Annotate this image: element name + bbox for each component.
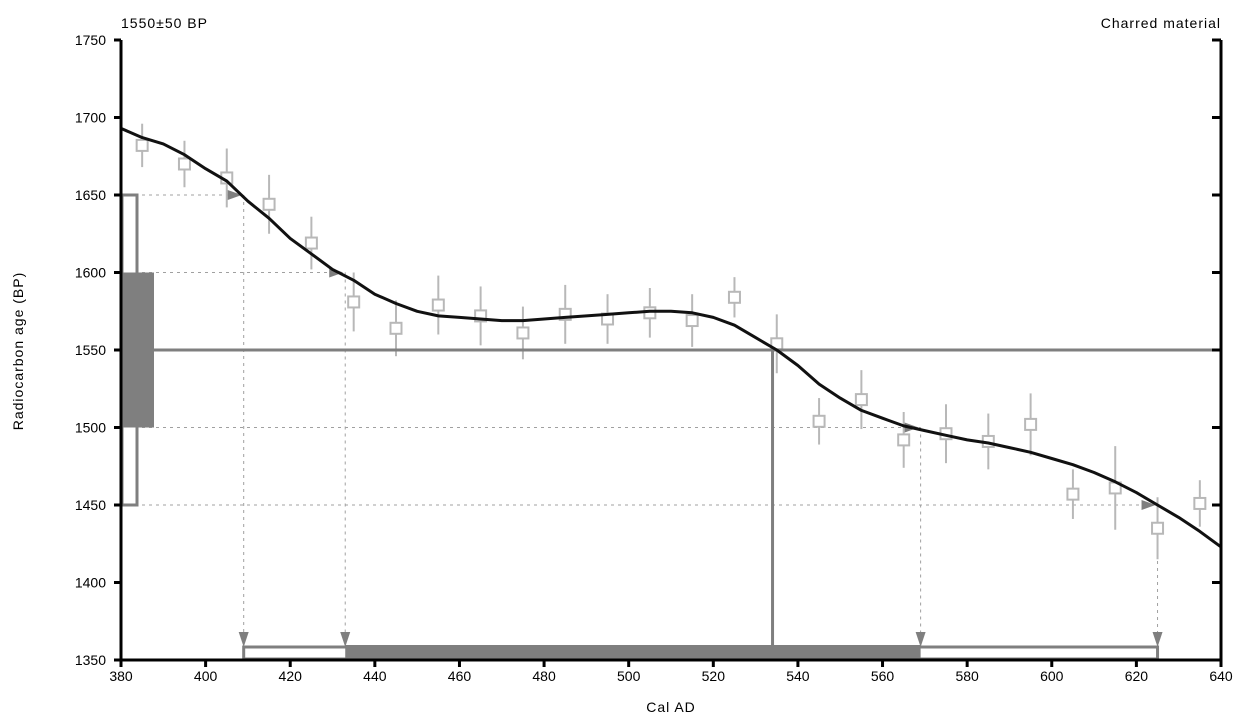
x-tick-label: 620 (1125, 668, 1149, 684)
data-point (474, 309, 488, 323)
y-tick-label: 1600 (75, 265, 106, 281)
x-tick-label: 580 (955, 668, 979, 684)
data-point (516, 326, 530, 340)
data-point (431, 298, 445, 312)
data-point (1151, 521, 1165, 535)
x-tick-label: 440 (363, 668, 387, 684)
y-tick-label: 1350 (75, 652, 106, 668)
x-tick-label: 480 (532, 668, 556, 684)
data-point (304, 236, 318, 250)
measured-age-distribution (120, 193, 154, 507)
calibration-curve (120, 127, 1222, 549)
x-tick-label: 460 (448, 668, 472, 684)
data-point (389, 321, 403, 335)
y-axis-title: Radiocarbon age (BP) (10, 272, 26, 431)
y-tick-label: 1700 (75, 110, 106, 126)
x-tick-label: 640 (1209, 668, 1233, 684)
y-tick-label: 1750 (75, 32, 106, 48)
data-point (727, 290, 741, 304)
data-point (1193, 496, 1207, 510)
data-point (262, 197, 276, 211)
data-points (135, 138, 1207, 535)
y-tick-label: 1550 (75, 342, 106, 358)
data-point (347, 295, 361, 309)
x-tick-label: 420 (279, 668, 303, 684)
x-tick-label: 560 (871, 668, 895, 684)
error-bars (141, 123, 1201, 560)
sigma1-range-bar (345, 645, 921, 661)
arrow-down-1 (340, 632, 351, 647)
y-tick-label: 1650 (75, 187, 106, 203)
top-left-label: 1550±50 BP (121, 15, 208, 31)
data-point (1066, 487, 1080, 501)
data-point (177, 157, 191, 171)
y-tick-label: 1400 (75, 575, 106, 591)
dashed-guide-lines (121, 194, 1159, 640)
range-arrows (227, 190, 1163, 647)
arrow-right-3 (1141, 500, 1156, 510)
x-tick-label: 600 (1040, 668, 1064, 684)
arrow-down-2 (915, 632, 926, 647)
y-tick-label: 1450 (75, 497, 106, 513)
data-point (1024, 417, 1038, 431)
arrow-down-3 (1152, 632, 1163, 647)
arrow-right-0 (227, 190, 242, 200)
x-tick-label: 540 (786, 668, 810, 684)
x-tick-label: 520 (702, 668, 726, 684)
data-point (558, 307, 572, 321)
x-tick-label: 380 (109, 668, 133, 684)
x-tick-label: 500 (617, 668, 641, 684)
top-right-label: Charred material (1101, 15, 1221, 31)
x-axis-ticks: 380 400 420 440 460 480 500 520 540 560 580 600 620 6… (109, 660, 1233, 684)
sigma1-age-bar (121, 272, 154, 428)
x-axis-title: Cal AD (646, 699, 696, 715)
data-point (812, 414, 826, 428)
data-point (897, 433, 911, 447)
measured-age-lines (121, 348, 1221, 647)
x-tick-label: 400 (194, 668, 218, 684)
y-axis-ticks: 1350 1400 1450 1500 1550 1600 1650 1700 1750 (75, 32, 1221, 668)
calibrated-range-bars (242, 645, 1160, 661)
data-point (854, 393, 868, 407)
calibration-curve-line (120, 127, 1222, 549)
y-tick-label: 1500 (75, 420, 106, 436)
data-point (135, 138, 149, 152)
arrow-down-0 (238, 632, 249, 647)
data-point (685, 314, 699, 328)
